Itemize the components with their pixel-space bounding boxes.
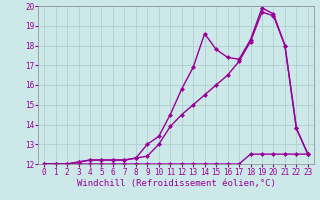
X-axis label: Windchill (Refroidissement éolien,°C): Windchill (Refroidissement éolien,°C) [76, 179, 276, 188]
